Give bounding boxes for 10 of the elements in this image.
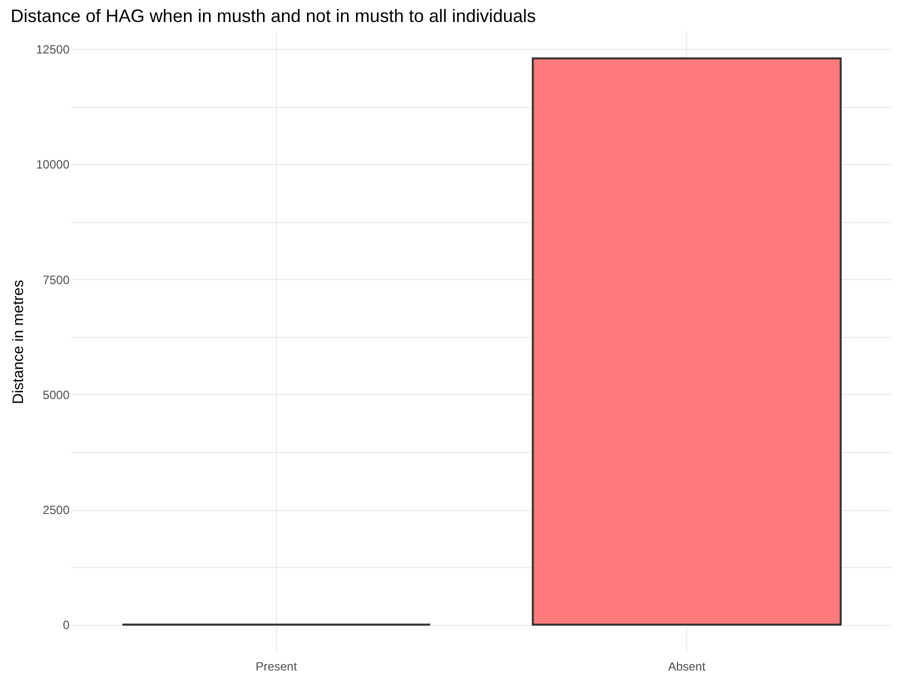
y-tick-label: 0 xyxy=(62,618,70,632)
y-tick-label: 12500 xyxy=(36,42,70,57)
x-tick-label: Present xyxy=(256,660,298,674)
y-tick-label: 5000 xyxy=(42,388,70,402)
y-axis-title: Distance in metres xyxy=(10,280,28,404)
y-tick-label: 2500 xyxy=(42,503,70,518)
y-tick-label: 10000 xyxy=(36,158,70,172)
y-tick-label: 7500 xyxy=(42,272,70,287)
x-tick-label: Absent xyxy=(668,660,706,674)
chart-title: Distance of HAG when in musth and not in musth to all individuals xyxy=(10,6,536,26)
